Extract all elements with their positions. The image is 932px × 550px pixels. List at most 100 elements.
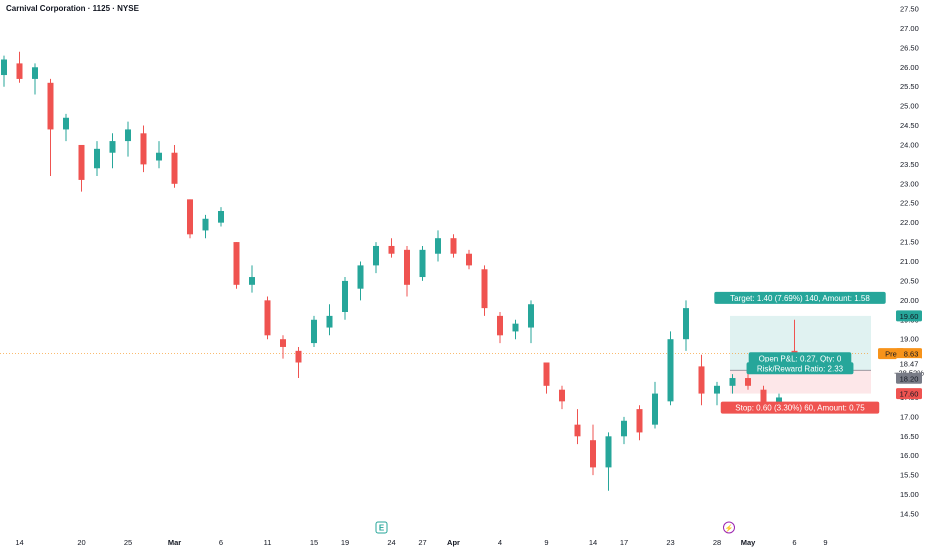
candle-body <box>187 199 193 235</box>
stop-label-bg <box>720 401 880 414</box>
x-tick-label: 20 <box>77 538 85 547</box>
target-price-tag-bg <box>896 310 922 322</box>
candle-body <box>47 82 54 130</box>
y-axis: 27.50 27.00 26.50 26.00 25.50 25.00 24.50 24.00… <box>900 5 919 519</box>
candle-body <box>574 424 581 437</box>
candle-body <box>63 117 69 130</box>
y-tick-label: 25.00 <box>900 102 919 111</box>
candle-body <box>388 245 395 254</box>
risk-reward-label: Risk/Reward Ratio: 2.33 <box>757 364 844 373</box>
candle-body <box>16 63 23 79</box>
candle-body <box>590 440 596 468</box>
candle-body <box>497 315 503 336</box>
candle-body <box>326 315 333 328</box>
x-tick-label: 25 <box>124 538 132 547</box>
candle-body <box>140 133 147 165</box>
candle-body <box>311 319 317 344</box>
y-tick-label: 22.00 <box>900 218 919 227</box>
last-price-tag-bg <box>896 358 922 370</box>
candle-body <box>171 152 178 184</box>
candle-body <box>543 362 550 386</box>
x-tick-label: 9 <box>544 538 548 547</box>
y-tick-label: 22.50 <box>900 199 919 208</box>
candle-body <box>233 242 240 285</box>
stop-price-tag: 17.60 <box>900 390 919 399</box>
target-label-bg <box>714 291 886 304</box>
candle-body <box>156 152 162 161</box>
candle-body <box>32 67 38 79</box>
y-tick-label: 20.50 <box>900 276 919 285</box>
position-zones <box>0 315 871 394</box>
x-tick-label: May <box>741 538 756 547</box>
x-tick-label: 27 <box>418 538 426 547</box>
candle-body <box>357 265 364 289</box>
candle-body <box>745 378 751 386</box>
x-tick-label: 6 <box>219 538 223 547</box>
candle-body <box>280 339 286 347</box>
candle-body <box>419 249 426 278</box>
y-tick-label: 14.50 <box>900 510 919 519</box>
candle-body <box>621 420 627 437</box>
x-tick-label: 9 <box>823 538 827 547</box>
entry-price-tag-bg <box>896 372 922 384</box>
candle-body <box>295 350 302 363</box>
y-tick-label: 26.50 <box>900 43 919 52</box>
candle-body <box>683 308 689 340</box>
y-tick-label: 24.00 <box>900 140 919 149</box>
y-tick-label: 21.50 <box>900 238 919 247</box>
target-label: Target: 1.40 (7.69%) 140, Amount: 1.58 <box>730 294 870 303</box>
position-labels: Target: 1.40 (7.69%) 140, Amount: 1.58 Op… <box>375 291 924 534</box>
y-tick-label: 21.00 <box>900 257 919 266</box>
y-tick-label: 27.00 <box>900 24 919 33</box>
candle-body <box>760 389 767 410</box>
split-marker-label: ⚡ <box>725 524 734 533</box>
y-tick-label: 19.00 <box>900 335 919 344</box>
y-tick-label: 26.00 <box>900 63 919 72</box>
x-tick-label: Apr <box>447 538 460 547</box>
x-tick-label: 23 <box>666 538 674 547</box>
x-tick-label: 6 <box>792 538 796 547</box>
x-tick-label: 11 <box>264 538 272 547</box>
y-tick-label: 16.00 <box>900 451 919 460</box>
candle-body <box>94 148 100 169</box>
candle-body <box>667 339 674 402</box>
candle-body <box>481 269 488 309</box>
candle-body <box>729 378 736 386</box>
candle-body <box>249 277 255 285</box>
candle-body <box>125 129 131 142</box>
open-pnl-label-bg <box>748 352 852 365</box>
target-price-tag: 19.60 <box>900 312 919 321</box>
x-tick-label: 15 <box>310 538 318 547</box>
y-tick-label: 23.00 <box>900 179 919 188</box>
y-tick-label: 24.50 <box>900 121 919 130</box>
candle-body <box>109 141 116 153</box>
candles-layer <box>1 51 798 491</box>
stop-label: Stop: 0.60 (3.30%) 60, Amount: 0.75 <box>735 404 865 413</box>
current-price-tag: 18.63 <box>900 350 919 359</box>
candle-body <box>1 59 7 76</box>
x-tick-label: 14 <box>589 538 597 547</box>
x-tick-label: 28 <box>713 538 721 547</box>
candle-body <box>264 300 271 336</box>
candle-body <box>435 238 441 254</box>
y-tick-label: 20.00 <box>900 296 919 305</box>
candle-body <box>404 249 410 285</box>
y-tick-label: 16.50 <box>900 432 919 441</box>
y-tick-label: 17.00 <box>900 412 919 421</box>
candle-body <box>605 436 612 468</box>
stop-price-tag-bg <box>896 388 922 400</box>
candle-body <box>450 238 457 254</box>
y-tick-label: 27.50 <box>900 5 919 14</box>
candle-body <box>636 409 643 433</box>
chart-title: Carnival Corporation · 1125 · NYSE <box>6 4 139 13</box>
x-tick-label: 17 <box>620 538 628 547</box>
candle-body <box>776 397 782 406</box>
stop-zone <box>730 370 871 394</box>
y-tick-label: 23.50 <box>900 160 919 169</box>
candle-body <box>78 144 85 180</box>
candle-body <box>698 366 705 394</box>
candle-body <box>466 253 472 266</box>
candle-body <box>202 218 209 231</box>
candle-body <box>218 211 224 223</box>
